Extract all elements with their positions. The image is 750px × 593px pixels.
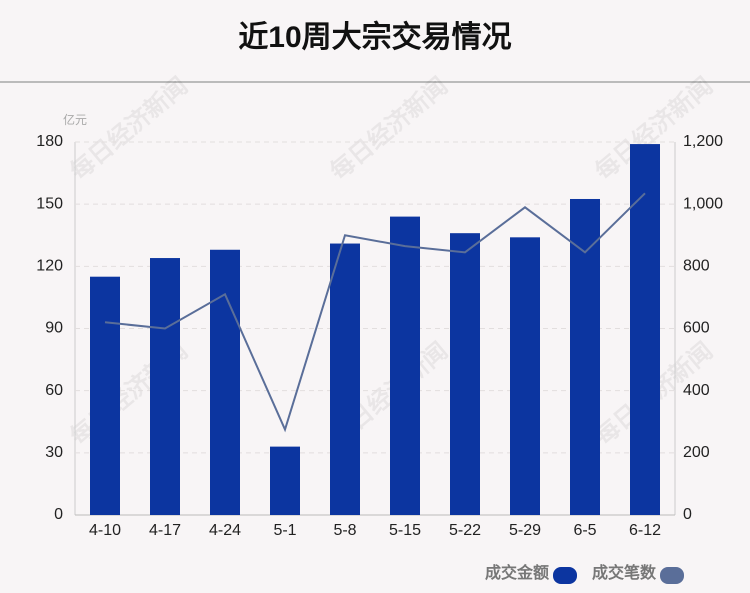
bar [330,243,360,516]
y2-tick-label: 1,200 [683,133,723,150]
y-unit: 亿元 [63,112,87,127]
x-tick-label: 4-24 [209,522,241,539]
bar [630,144,660,516]
y-tick-label: 30 [45,444,63,461]
y2-tick-label: 1,000 [683,195,723,212]
bar [570,198,600,515]
y-tick-label: 60 [45,382,63,399]
y2-tick-label: 600 [683,320,710,337]
x-tick-label: 4-17 [149,522,181,539]
chart-title: 近10周大宗交易情况 [238,20,511,54]
x-tick-label: 6-5 [573,522,596,539]
legend-swatch [660,567,684,584]
bar [510,237,540,516]
legend-label: 成交笔数 [592,563,657,582]
bar [270,446,300,515]
legend-swatch [553,567,577,584]
y-tick-label: 90 [45,320,63,337]
bar [150,258,180,515]
bar [450,233,480,515]
y2-tick-label: 0 [683,506,692,523]
x-tick-label: 5-8 [333,522,356,539]
y-tick-label: 180 [36,133,63,150]
y-tick-label: 150 [36,195,63,212]
bar [90,276,120,515]
line [104,192,646,433]
x-tick-label: 5-29 [509,522,541,539]
y2-tick-label: 800 [683,258,710,275]
x-tick-label: 4-10 [89,522,121,539]
x-tick-label: 5-15 [389,522,421,539]
x-tick-label: 6-12 [629,522,661,539]
legend-label: 成交金额 [485,563,549,582]
y-tick-label: 120 [36,258,63,275]
bar [390,216,420,515]
y-tick-label: 0 [54,506,63,523]
bar [210,249,240,515]
y2-tick-label: 200 [683,444,710,461]
x-tick-label: 5-22 [449,522,481,539]
x-tick-label: 5-1 [273,522,296,539]
y2-tick-label: 400 [683,382,710,399]
